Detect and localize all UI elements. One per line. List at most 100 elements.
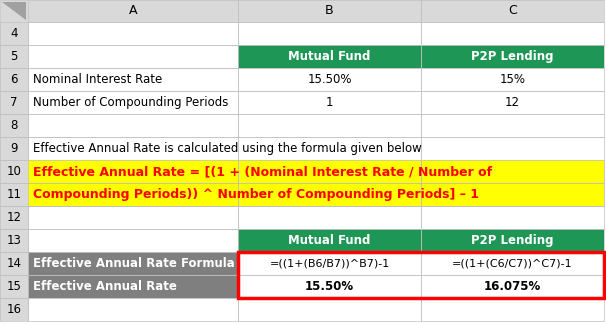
Text: Effective Annual Rate is calculated using the formula given below: Effective Annual Rate is calculated usin… <box>33 142 422 155</box>
Bar <box>238 160 421 183</box>
Text: P2P Lending: P2P Lending <box>471 50 554 63</box>
Bar <box>421 252 604 275</box>
Bar <box>238 0 421 22</box>
Text: Mutual Fund: Mutual Fund <box>288 50 371 63</box>
Bar <box>28 160 604 206</box>
Bar <box>28 160 238 183</box>
Bar <box>238 160 421 183</box>
Text: 12: 12 <box>7 211 21 224</box>
Text: Compounding Periods)) ^ Number of Compounding Periods] – 1: Compounding Periods)) ^ Number of Compou… <box>33 188 479 201</box>
Bar <box>28 22 238 45</box>
Bar <box>28 229 238 252</box>
Bar <box>0 91 28 114</box>
Bar <box>0 22 28 45</box>
Text: 4: 4 <box>10 27 18 40</box>
Bar <box>0 275 28 298</box>
Text: 13: 13 <box>7 234 21 247</box>
Bar <box>238 298 421 321</box>
Text: 1: 1 <box>326 96 333 109</box>
Bar <box>421 298 604 321</box>
Bar <box>238 0 421 22</box>
Text: B: B <box>325 5 334 18</box>
Bar <box>28 183 238 206</box>
Text: 10: 10 <box>7 165 21 178</box>
Bar <box>238 91 421 114</box>
Text: 12: 12 <box>505 96 520 109</box>
Bar <box>238 137 421 160</box>
Bar <box>421 45 604 68</box>
Bar <box>0 22 28 45</box>
Bar <box>421 183 604 206</box>
Text: 15.50%: 15.50% <box>305 280 354 293</box>
Bar <box>238 114 421 137</box>
Bar <box>238 91 421 114</box>
Text: =((1+(C6/C7))^C7)-1: =((1+(C6/C7))^C7)-1 <box>452 258 573 268</box>
Bar <box>421 275 604 298</box>
Text: 7: 7 <box>10 96 18 109</box>
Bar <box>28 0 238 22</box>
Bar <box>421 183 604 206</box>
Bar <box>28 137 238 160</box>
Bar <box>421 22 604 45</box>
Bar <box>238 252 421 275</box>
Bar <box>0 252 28 275</box>
Text: 15: 15 <box>7 280 21 293</box>
Bar <box>0 114 28 137</box>
Bar <box>0 114 28 137</box>
Bar <box>28 45 238 68</box>
Bar <box>0 160 28 183</box>
Bar <box>421 91 604 114</box>
Text: C: C <box>508 5 517 18</box>
Bar <box>238 45 421 68</box>
Bar <box>421 68 604 91</box>
Bar <box>421 114 604 137</box>
Bar <box>421 160 604 183</box>
Text: 16.075%: 16.075% <box>484 280 541 293</box>
Bar <box>0 160 28 183</box>
Bar <box>0 206 28 229</box>
Text: P2P Lending: P2P Lending <box>471 234 554 247</box>
Bar <box>238 275 421 298</box>
Text: 6: 6 <box>10 73 18 86</box>
Bar <box>28 137 238 160</box>
Bar <box>421 0 604 22</box>
Bar <box>28 91 238 114</box>
Bar <box>421 137 604 160</box>
Text: Nominal Interest Rate: Nominal Interest Rate <box>33 73 162 86</box>
Bar <box>28 298 238 321</box>
Bar <box>238 206 421 229</box>
Bar <box>28 206 238 229</box>
Bar <box>0 68 28 91</box>
Bar <box>28 45 238 68</box>
Bar <box>421 229 604 252</box>
Bar <box>28 183 238 206</box>
Bar <box>238 22 421 45</box>
Bar <box>238 252 604 298</box>
Text: 15.50%: 15.50% <box>307 73 351 86</box>
Bar <box>28 91 238 114</box>
Bar <box>0 137 28 160</box>
Bar <box>0 229 28 252</box>
Bar <box>238 137 421 160</box>
Bar <box>0 183 28 206</box>
Text: =((1+(B6/B7))^B7)-1: =((1+(B6/B7))^B7)-1 <box>270 258 390 268</box>
Bar <box>238 229 421 252</box>
Bar <box>421 183 604 206</box>
Bar <box>0 137 28 160</box>
Bar <box>28 275 238 298</box>
Text: Effective Annual Rate = [(1 + (Nominal Interest Rate / Number of: Effective Annual Rate = [(1 + (Nominal I… <box>33 165 492 178</box>
Bar <box>28 160 238 183</box>
Bar <box>28 114 238 137</box>
Text: 11: 11 <box>7 188 21 201</box>
Bar <box>421 45 604 68</box>
Bar <box>28 160 238 183</box>
Text: Number of Compounding Periods: Number of Compounding Periods <box>33 96 228 109</box>
Bar <box>0 91 28 114</box>
Bar <box>0 229 28 252</box>
Bar <box>421 252 604 275</box>
Bar <box>238 68 421 91</box>
Bar <box>238 68 421 91</box>
Bar <box>28 22 238 45</box>
Text: 9: 9 <box>10 142 18 155</box>
Bar <box>0 298 28 321</box>
